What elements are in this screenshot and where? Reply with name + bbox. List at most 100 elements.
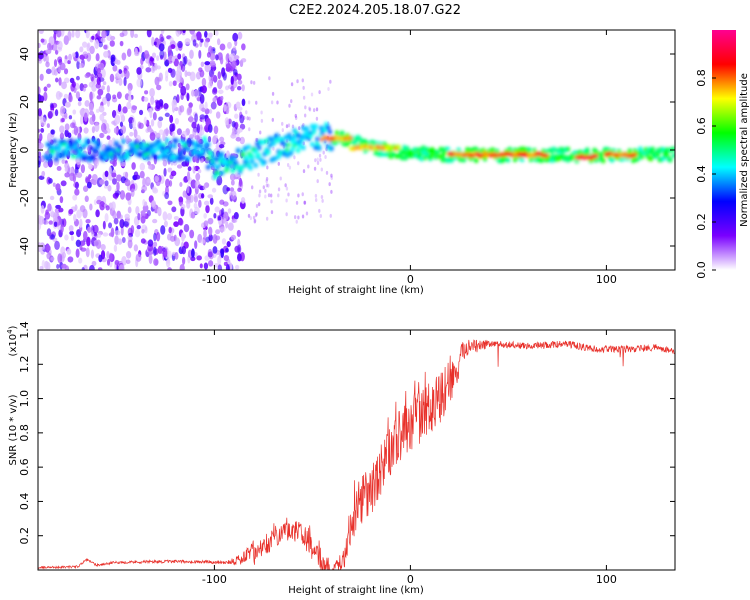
heatmap-cell xyxy=(321,198,324,203)
heatmap-cell xyxy=(189,194,194,203)
y-tick-label: 0.6 xyxy=(18,458,31,476)
heatmap-cell xyxy=(199,114,206,120)
heatmap-cell xyxy=(98,254,103,263)
heatmap-cell xyxy=(143,50,150,59)
heatmap-cell xyxy=(59,196,64,204)
heatmap-cell xyxy=(39,266,44,270)
colorbar: 0.0 0.2 0.4 0.6 0.8 Normalized spectral ampl… xyxy=(695,30,750,279)
snr-axes: -100 0 100 0.2 0.4 0.6 0.8 1.0 1.2 1.4 xyxy=(18,321,676,586)
heatmap-cell xyxy=(198,199,202,208)
heatmap-cell xyxy=(53,221,58,228)
heatmap-cell xyxy=(231,60,237,68)
y-tick-label: 0.4 xyxy=(18,493,31,511)
heatmap-cell xyxy=(232,46,237,52)
heatmap-cell xyxy=(125,192,132,198)
heatmap-cell xyxy=(222,184,229,195)
heatmap-cell xyxy=(136,225,141,230)
heatmap-cell xyxy=(314,158,317,163)
heatmap-cell xyxy=(313,166,317,171)
heatmap-cell xyxy=(371,140,377,146)
heatmap-cell xyxy=(104,213,109,223)
heatmap-cell xyxy=(143,116,147,126)
heatmap-cell xyxy=(242,145,248,151)
heatmap-cell xyxy=(64,172,71,178)
heatmap-cell xyxy=(72,194,78,201)
heatmap-cell xyxy=(64,234,69,241)
heatmap-cell xyxy=(117,238,123,245)
snr-plot-area xyxy=(38,330,675,570)
heatmap-cell xyxy=(315,141,320,147)
heatmap-cell xyxy=(236,128,243,133)
heatmap-cell xyxy=(225,106,230,115)
heatmap-cell xyxy=(421,145,426,151)
heatmap-cell xyxy=(82,41,88,48)
heatmap-cell xyxy=(161,143,167,147)
heatmap-cell xyxy=(121,236,126,244)
colorbar-tick-label: 0.4 xyxy=(695,165,708,183)
heatmap-cell xyxy=(235,148,241,154)
heatmap-cell xyxy=(190,256,196,262)
heatmap-cell xyxy=(142,177,146,188)
heatmap-cell xyxy=(200,193,205,199)
heatmap-cell xyxy=(78,149,84,153)
heatmap-cell xyxy=(153,246,157,257)
heatmap-cell xyxy=(181,130,188,138)
heatmap-cell xyxy=(108,139,113,148)
heatmap-cell xyxy=(102,232,109,237)
heatmap-cell xyxy=(257,172,260,177)
heatmap-cell xyxy=(88,102,94,112)
snr-multiplier-close: ) xyxy=(8,325,19,329)
heatmap-cell xyxy=(320,195,324,200)
heatmap-cell xyxy=(56,148,62,152)
heatmap-cell xyxy=(43,220,49,225)
heatmap-cell xyxy=(230,179,235,186)
heatmap-cell xyxy=(144,201,148,207)
heatmap-cell xyxy=(215,111,221,119)
heatmap-cell xyxy=(158,154,163,160)
heatmap-cell xyxy=(302,141,305,146)
heatmap-cell xyxy=(269,193,273,198)
heatmap-cell xyxy=(168,143,174,147)
heatmap-cell xyxy=(45,61,50,68)
heatmap-cell xyxy=(380,151,385,157)
heatmap-cell xyxy=(302,85,305,90)
heatmap-cell xyxy=(115,148,121,152)
heatmap-cell xyxy=(117,103,122,113)
heatmap-cell xyxy=(95,108,100,113)
heatmap-cell xyxy=(119,40,124,47)
heatmap-cell xyxy=(47,203,52,212)
heatmap-cell xyxy=(66,248,72,255)
heatmap-cell xyxy=(308,107,312,112)
heatmap-cell xyxy=(120,176,127,184)
heatmap-cell xyxy=(125,259,131,265)
heatmap-cell xyxy=(76,209,82,219)
heatmap-cell xyxy=(109,73,115,83)
heatmap-cell xyxy=(43,54,47,62)
heatmap-cell xyxy=(636,150,641,156)
heatmap-cell xyxy=(154,76,160,86)
heatmap-cell xyxy=(110,54,116,62)
heatmap-cell xyxy=(204,61,211,66)
heatmap-cell xyxy=(215,54,219,61)
heatmap-cell xyxy=(181,232,185,242)
heatmap-cell xyxy=(292,143,298,148)
heatmap-cell xyxy=(290,99,293,104)
heatmap-cell xyxy=(89,116,95,125)
heatmap-cell xyxy=(46,261,51,270)
heatmap-cell xyxy=(73,139,79,145)
heatmap-cell xyxy=(99,200,106,211)
heatmap-cell xyxy=(167,267,173,270)
y-tick-label: 1.4 xyxy=(18,321,31,339)
spectrogram-axes: -100 0 100 -40 -20 0 20 40 xyxy=(18,29,676,286)
heatmap-cell xyxy=(236,86,242,91)
heatmap-cell xyxy=(140,57,144,66)
heatmap-cell xyxy=(228,53,234,63)
heatmap-cell xyxy=(200,61,205,67)
heatmap-cell xyxy=(91,35,95,40)
spectrogram-ylabel: Frequency (Hz) xyxy=(8,112,19,188)
heatmap-cell xyxy=(72,109,77,115)
heatmap-cell xyxy=(125,251,132,259)
spectrogram-heatmap xyxy=(38,30,675,270)
heatmap-cell xyxy=(58,207,64,213)
heatmap-cell xyxy=(169,37,174,42)
